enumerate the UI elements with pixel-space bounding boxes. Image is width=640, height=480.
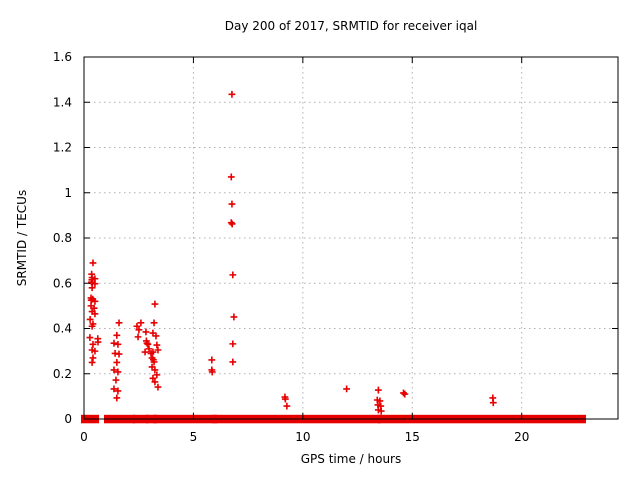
- data-point-marker: [91, 310, 99, 318]
- data-point-marker: [154, 383, 162, 391]
- data-point-marker: [142, 328, 150, 336]
- data-point-marker: [114, 368, 122, 376]
- data-point-marker: [91, 280, 99, 288]
- data-point-marker: [228, 90, 236, 98]
- y-tick-label: 0.4: [53, 322, 72, 336]
- data-point-marker: [374, 386, 382, 394]
- data-point-marker: [110, 385, 118, 393]
- data-point-marker: [151, 300, 159, 308]
- data-point-marker: [489, 399, 497, 407]
- data-point-marker: [227, 219, 235, 227]
- data-point-marker: [113, 394, 121, 402]
- data-point-marker: [110, 366, 118, 374]
- data-point-marker: [88, 284, 96, 292]
- data-point-marker: [150, 358, 158, 366]
- data-point-marker: [147, 349, 155, 357]
- data-point-marker: [401, 390, 409, 398]
- y-tick-label: 0: [64, 412, 72, 426]
- data-point-marker: [91, 297, 99, 305]
- data-point-marker: [228, 200, 236, 208]
- data-point-marker: [135, 326, 143, 334]
- chart-title: Day 200 of 2017, SRMTID for receiver iqa…: [224, 19, 478, 33]
- data-point-marker: [229, 271, 237, 279]
- data-point-marker: [229, 340, 237, 348]
- data-point-marker: [143, 339, 151, 347]
- data-point-marker: [115, 319, 123, 327]
- y-tick-label: 1.6: [53, 50, 72, 64]
- data-point-marker: [154, 346, 162, 354]
- data-point-marker: [343, 385, 351, 393]
- data-point-marker: [145, 345, 153, 353]
- y-tick-label: 0.6: [53, 276, 72, 290]
- data-point-marker: [152, 332, 160, 340]
- data-point-marker: [114, 387, 122, 395]
- data-point-marker: [86, 334, 94, 341]
- x-tick-label: 10: [295, 430, 310, 444]
- data-point-marker: [113, 331, 121, 339]
- data-point-marker: [89, 340, 97, 348]
- data-point-marker: [283, 402, 291, 410]
- data-point-marker: [134, 333, 142, 341]
- x-tick-label: 15: [405, 430, 420, 444]
- data-point-marker: [153, 341, 161, 349]
- data-point-marker: [151, 378, 159, 386]
- data-point-marker: [376, 397, 384, 405]
- data-point-marker: [88, 322, 96, 330]
- data-point-marker: [150, 319, 158, 327]
- data-point-marker: [141, 348, 149, 356]
- data-point-marker: [110, 339, 118, 347]
- data-point-marker: [88, 359, 96, 366]
- data-point-marker: [113, 359, 121, 366]
- data-point-marker: [208, 356, 216, 364]
- data-point-marker: [230, 313, 238, 321]
- data-point-marker: [228, 220, 236, 228]
- x-axis-label: GPS time / hours: [300, 452, 402, 466]
- data-point-marker: [89, 259, 97, 267]
- data-point-marker: [94, 338, 102, 346]
- data-point-marker: [229, 358, 237, 366]
- data-point-marker: [86, 316, 94, 323]
- data-point-marker: [144, 340, 152, 348]
- data-point-marker: [149, 374, 157, 382]
- data-point-marker: [137, 319, 145, 327]
- data-point-marker: [227, 173, 235, 181]
- data-point-marker: [153, 371, 161, 379]
- y-tick-label: 1.4: [53, 95, 72, 109]
- x-tick-label: 0: [80, 430, 88, 444]
- y-tick-label: 1.2: [53, 141, 72, 155]
- y-tick-label: 1: [64, 186, 72, 200]
- data-point-marker: [114, 340, 122, 348]
- data-point-marker: [112, 376, 120, 384]
- data-point-marker: [89, 354, 97, 362]
- data-point-marker: [208, 368, 216, 376]
- data-point-marker: [115, 350, 123, 358]
- x-tick-label: 20: [514, 430, 529, 444]
- data-point-marker: [133, 322, 141, 330]
- y-tick-label: 0.8: [53, 231, 72, 245]
- x-tick-label: 5: [190, 430, 198, 444]
- data-point-marker: [377, 407, 385, 415]
- data-point-marker: [400, 389, 407, 397]
- data-point-marker: [281, 395, 289, 403]
- data-point-marker: [151, 366, 159, 374]
- data-point-marker: [91, 347, 99, 355]
- y-tick-label: 0.2: [53, 367, 72, 381]
